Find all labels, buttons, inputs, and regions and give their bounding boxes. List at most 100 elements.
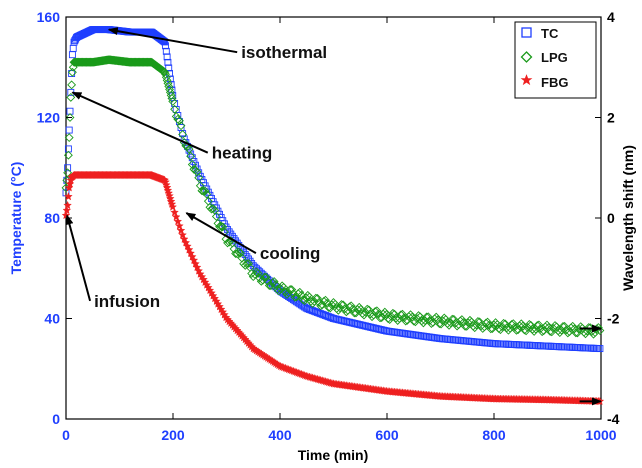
point-tc [165,64,173,72]
y-left-tick-label: 120 [37,110,61,126]
point-tc [159,37,167,45]
point-lpg [441,315,451,324]
legend-marker-diamond [520,51,533,63]
point-lpg [434,319,444,329]
point-fbg [188,252,197,261]
point-lpg [460,321,470,331]
right-axis-label: Wavelength shift (nm) [620,145,636,291]
x-tick-label: 0 [62,427,70,443]
point-lpg [295,287,305,297]
point-lpg [364,305,374,315]
point-lpg [170,104,180,114]
point-lpg [195,181,205,191]
point-lpg [540,322,550,332]
point-lpg [258,275,268,285]
point-lpg [545,326,555,336]
legend-label-tc: TC [541,26,559,41]
point-lpg [186,151,196,161]
point-lpg [231,249,241,258]
point-lpg [430,314,440,324]
point-lpg [568,321,578,331]
point-lpg [361,307,371,317]
annotation-arrow [65,214,92,302]
point-lpg [431,312,441,322]
legend-item-fbg: FBG [520,74,568,90]
point-lpg [187,160,197,169]
point-lpg [247,269,257,278]
point-lpg [261,272,271,282]
point-tc [64,164,72,172]
point-lpg [287,285,297,295]
annotation-arrow [71,91,209,154]
point-lpg [64,133,74,143]
data-points [61,26,605,406]
point-lpg [552,322,562,332]
point-tc [596,345,604,353]
legend: TC LPG FBG [514,21,597,99]
point-lpg [516,319,526,329]
point-lpg [470,323,480,333]
x-axis-label: Time (min) [298,447,369,463]
point-lpg [324,303,334,312]
y-left-tick-label: 80 [44,210,60,226]
point-lpg [520,325,529,335]
point-lpg [174,116,184,126]
y-left-tick-label: 160 [37,9,61,25]
annotation-label: infusion [94,292,160,311]
legend-label-lpg: LPG [541,50,568,65]
point-tc [164,58,172,66]
point-lpg [467,317,476,327]
point-lpg [321,295,330,305]
point-lpg [63,168,73,178]
point-lpg [423,312,433,322]
point-lpg [300,296,310,306]
point-lpg [202,189,212,199]
point-lpg [390,309,399,319]
legend-marker-star [520,74,533,86]
point-tc [192,161,199,169]
legend-item-lpg: LPG [520,50,568,65]
point-lpg [65,113,75,122]
point-lpg [581,329,590,339]
point-lpg [296,290,306,300]
point-fbg [189,255,199,265]
point-lpg [478,324,488,333]
point-lpg [200,186,210,196]
point-lpg [571,328,581,338]
point-lpg [529,326,539,336]
point-lpg [215,222,224,232]
point-lpg [211,212,221,221]
point-lpg [404,312,414,322]
point-fbg [63,200,72,210]
point-lpg [449,314,459,324]
legend-label-fbg: FBG [541,75,568,90]
point-fbg [64,192,73,201]
left-axis-label: Temperature (°C) [8,162,24,275]
point-lpg [216,221,226,231]
annotation-label: heating [212,144,272,163]
annotation-label: cooling [260,244,320,263]
point-lpg [436,319,446,329]
point-lpg [276,284,285,293]
point-fbg [62,206,72,215]
point-lpg [313,293,322,303]
point-lpg [475,317,484,327]
point-lpg [560,321,570,331]
point-lpg [309,296,319,306]
x-tick-label: 600 [375,427,399,443]
point-lpg [507,320,517,329]
point-lpg [67,80,77,90]
y-left-tick-label: 40 [44,311,60,327]
point-lpg [438,316,448,326]
point-tc [162,42,169,50]
point-lpg [406,310,415,320]
point-lpg [63,150,73,160]
point-lpg [253,268,263,278]
point-tc [162,47,170,55]
point-lpg [279,282,289,292]
point-lpg [168,96,178,106]
axis-ticks: 0 200 400 600 800 1000 0 40 80 120 160 -4 -2 0 2 4 [37,9,620,443]
point-lpg [386,312,396,321]
y-right-tick-label: -4 [607,411,620,427]
